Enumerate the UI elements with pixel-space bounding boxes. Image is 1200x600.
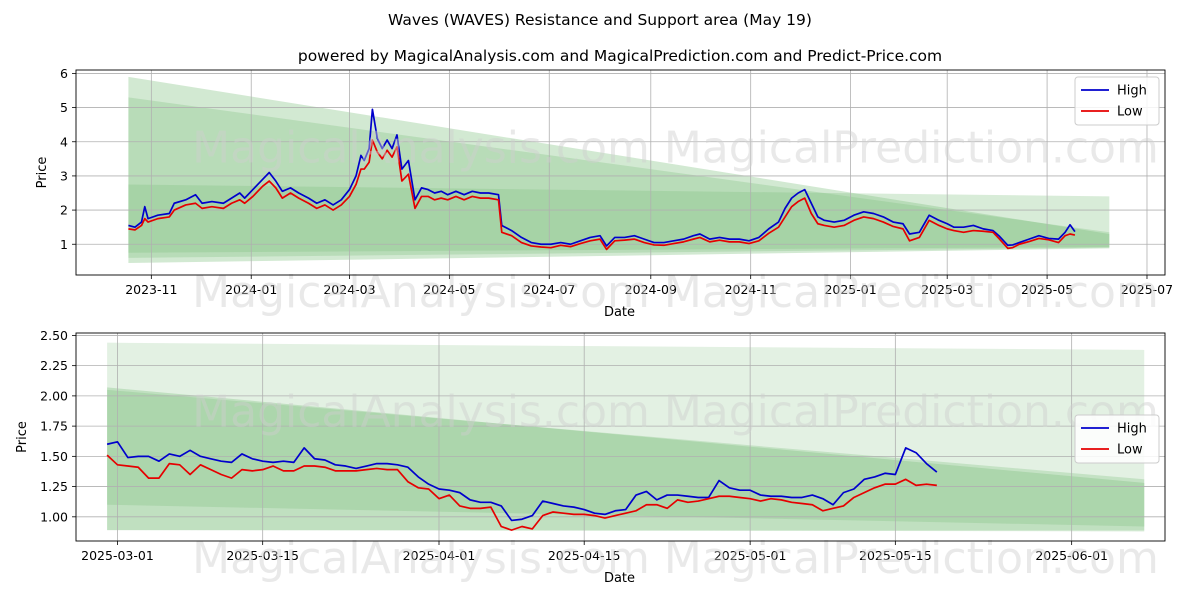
chart-subtitle: powered by MagicalAnalysis.com and Magic… — [298, 47, 942, 65]
x-tick-label: 2025-04-01 — [403, 548, 476, 563]
legend-label-low: Low — [1117, 105, 1143, 120]
y-tick-label: 1.00 — [40, 509, 68, 524]
bottom-chart-panel: 2025-03-01 2025-03-15 2025-04-01 2025-04-15… — [15, 328, 1166, 586]
x-tick-label: 2025-05-15 — [859, 548, 932, 563]
x-tick-label: 2024-01 — [225, 282, 277, 297]
legend-box — [1074, 76, 1160, 126]
y-tick-label: 2.00 — [40, 388, 68, 403]
x-axis-label: Date — [604, 305, 635, 320]
legend: High Low — [1074, 76, 1160, 126]
legend-label-high: High — [1117, 84, 1147, 99]
y-tick-label: 4 — [60, 134, 68, 149]
x-tick-label: 2023-11 — [125, 282, 177, 297]
x-tick-label: 2024-05 — [423, 282, 475, 297]
x-tick-label: 2025-03-15 — [226, 548, 299, 563]
y-tick-label: 1.25 — [40, 479, 68, 494]
y-tick-label: 2.50 — [40, 328, 68, 343]
support-resistance-band-3 — [128, 184, 1110, 253]
watermark: MagicalAnalysis.com MagicalPrediction.co… — [192, 387, 1159, 438]
x-axis-label: Date — [604, 571, 635, 586]
support-resistance-band-3 — [107, 389, 1145, 527]
series-line-high — [106, 440, 938, 522]
y-axis-label: Price — [15, 421, 30, 453]
x-tick-label: 2024-03 — [323, 282, 375, 297]
support-resistance-band-1 — [107, 342, 1145, 531]
watermark: MagicalAnalysis.com MagicalPrediction.co… — [192, 267, 1159, 318]
y-tick-label: 3 — [60, 168, 68, 183]
y-tick-label: 1.50 — [40, 449, 68, 464]
y-tick-label: 2.25 — [40, 358, 68, 373]
series-line-low — [128, 139, 1076, 251]
y-tick-label: 1 — [60, 237, 68, 252]
x-tick-label: 2024-09 — [625, 282, 677, 297]
x-tick-label: 2025-04-15 — [548, 548, 621, 563]
watermark: MagicalAnalysis.com MagicalPrediction.co… — [192, 122, 1159, 173]
watermark: MagicalAnalysis.com MagicalPrediction.co… — [192, 533, 1159, 584]
y-axis-label: Price — [35, 157, 50, 189]
y-tick-label: 6 — [60, 66, 68, 81]
legend-label-low: Low — [1117, 443, 1143, 458]
x-tick-label: 2025-01 — [824, 282, 876, 297]
legend-label-high: High — [1117, 422, 1147, 437]
y-tick-label: 1.75 — [40, 419, 68, 434]
x-tick-label: 2024-11 — [725, 282, 777, 297]
series-line-high — [128, 108, 1076, 247]
legend-box — [1074, 414, 1160, 464]
legend: High Low — [1074, 414, 1160, 464]
series-line-low — [106, 454, 937, 531]
x-tick-label: 2025-05-01 — [714, 548, 787, 563]
support-resistance-band-2 — [107, 387, 1145, 532]
x-tick-label: 2024-07 — [523, 282, 575, 297]
x-tick-label: 2025-07 — [1121, 282, 1173, 297]
top-chart-panel: 2023-11 2024-01 2024-03 2024-05 2024-07 2024-… — [35, 66, 1173, 320]
x-tick-label: 2025-03 — [921, 282, 973, 297]
y-tick-label: 2 — [60, 203, 68, 218]
x-tick-label: 2025-06-01 — [1035, 548, 1108, 563]
chart-title: Waves (WAVES) Resistance and Support are… — [388, 11, 812, 29]
x-tick-label: 2025-05 — [1021, 282, 1073, 297]
y-tick-label: 5 — [60, 100, 68, 115]
plot-frame — [75, 69, 1166, 276]
x-tick-label: 2025-03-01 — [81, 548, 154, 563]
plot-frame — [75, 332, 1166, 542]
